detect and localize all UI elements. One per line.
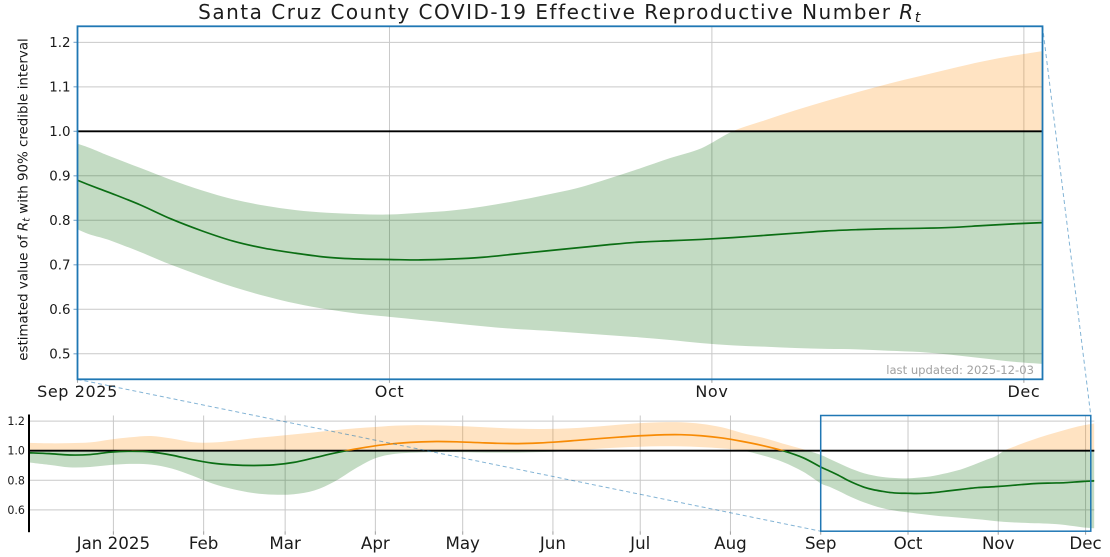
y-tick-label-main: 0.8 [49, 214, 70, 229]
y-tick-label-main: 0.9 [49, 170, 70, 185]
y-axis-label-math-subscript: t [21, 217, 33, 222]
x-tick-label-overview: Feb [189, 533, 219, 553]
x-tick-label-main: Nov [695, 382, 728, 401]
y-tick-label-main: 1.0 [49, 125, 70, 140]
x-tick-label-overview: Apr [361, 533, 390, 553]
credible-band-above-1-main [732, 51, 1043, 132]
x-tick-label-overview: Nov [982, 533, 1015, 553]
y-tick-label-main: 0.6 [49, 303, 70, 318]
y-axis-label-text: estimated value of [16, 231, 32, 361]
figure-title-math-symbol: R [899, 0, 915, 25]
x-tick-label-overview: Jun [539, 533, 566, 553]
figure-title-text: Santa Cruz County COVID-19 Effective Rep… [198, 0, 900, 25]
y-tick-label-overview: 1.2 [7, 415, 25, 428]
chart-overview: 0.6 0.8 1.0 1.2 Jan 2025 Feb Mar Apr May Jun Jul Au… [7, 414, 1102, 553]
x-tick-label-overview: Aug [714, 533, 747, 553]
y-tick-label-main: 1.2 [49, 36, 70, 51]
median-line-below-1-main [77, 179, 1043, 261]
credible-band-below-1-main [77, 131, 1043, 364]
x-tick-label-overview: Jan 2025 [76, 533, 151, 553]
main-axes-border [76, 25, 1044, 381]
zoom-connector-left [77, 378, 821, 532]
figure-title-math-subscript: t [914, 10, 922, 27]
y-tick-label-overview: 0.8 [7, 474, 25, 487]
tick-labels-main: 0.5 0.6 0.7 0.8 0.9 1.0 1.1 1.2 Sep 2025 Oct Nov De… [37, 36, 1040, 401]
y-axis-label-math-symbol: R [16, 221, 32, 232]
x-tick-label-overview: Dec [1069, 533, 1101, 553]
x-tick-label-main: Oct [375, 382, 404, 401]
x-tick-label-main: Sep 2025 [37, 382, 118, 401]
zoom-indicator-box [819, 414, 1092, 532]
x-tick-label-overview: Jul [629, 533, 650, 553]
y-tick-label-main: 0.7 [49, 259, 70, 274]
y-tick-label-overview: 1.0 [7, 445, 25, 458]
x-tick-label-main: Dec [1007, 382, 1040, 401]
y-axis-label-suffix: with 90% credible interval [16, 38, 32, 218]
median-line-below-1-overview [29, 450, 1095, 495]
tick-labels-overview: 0.6 0.8 1.0 1.2 Jan 2025 Feb Mar Apr May Jun Jul Au… [7, 415, 1101, 553]
x-tick-label-overview: May [445, 533, 480, 553]
x-tick-label-overview: Oct [894, 533, 923, 553]
zoom-connectors [77, 26, 1092, 532]
zoom-connector-right [1042, 26, 1092, 416]
x-tick-label-overview: Mar [269, 533, 301, 553]
last-updated-annotation: last updated: 2025-12-03 [886, 362, 1034, 377]
y-tick-label-overview: 0.6 [7, 504, 25, 517]
y-tick-label-main: 0.5 [49, 348, 70, 363]
credible-band-above-1-overview [29, 422, 1095, 451]
figure-title: Santa Cruz County COVID-19 Effective Rep… [5, 0, 1110, 27]
chart-main: 0.5 0.6 0.7 0.8 0.9 1.0 1.1 1.2 Sep 2025 Oct Nov De… [37, 25, 1044, 401]
y-tick-label-main: 1.1 [49, 81, 70, 96]
median-line-above-1-overview [120, 433, 786, 451]
x-tick-label-overview: Sep [805, 533, 836, 553]
